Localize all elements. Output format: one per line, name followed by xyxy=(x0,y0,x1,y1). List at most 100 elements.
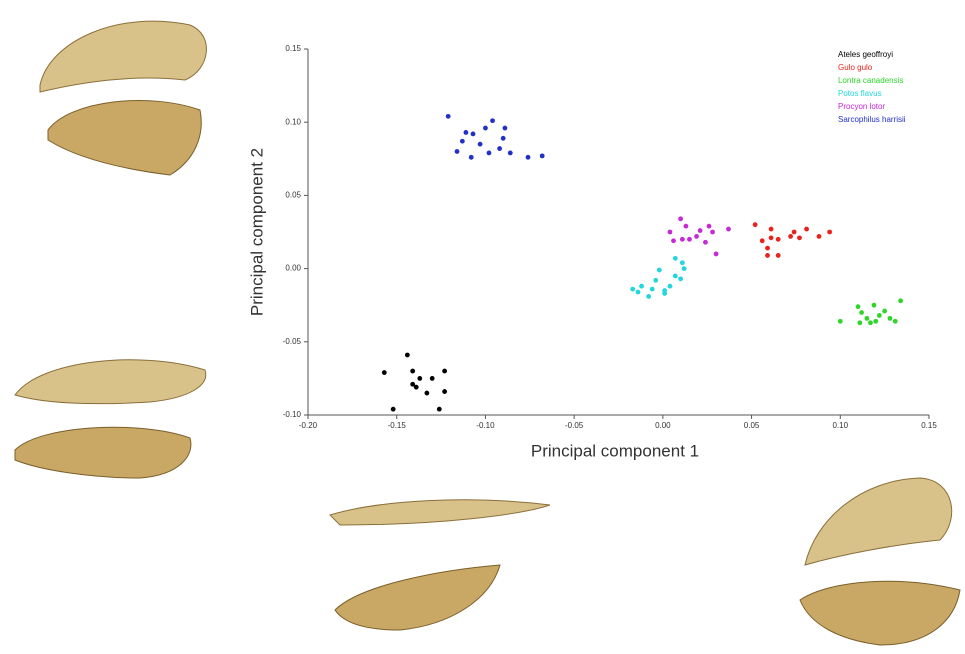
data-point xyxy=(804,227,809,232)
data-point xyxy=(636,290,641,295)
data-point xyxy=(788,234,793,239)
data-point xyxy=(888,316,893,321)
data-point xyxy=(503,126,508,131)
data-point xyxy=(410,369,415,374)
data-point xyxy=(673,274,678,279)
data-point xyxy=(490,118,495,123)
data-point xyxy=(471,132,476,137)
data-point xyxy=(668,284,673,289)
data-point xyxy=(501,136,506,141)
data-point xyxy=(442,369,447,374)
data-point xyxy=(769,235,774,240)
legend-entry: Potos flavus xyxy=(838,89,882,98)
data-point xyxy=(646,294,651,299)
legend-entry: Sarcophilus harrisii xyxy=(838,115,906,124)
data-point xyxy=(650,287,655,292)
data-point xyxy=(639,284,644,289)
data-point xyxy=(414,385,419,390)
legend-entry: Procyon lotor xyxy=(838,102,885,111)
skull-image xyxy=(48,100,201,175)
data-point xyxy=(707,224,712,229)
data-point xyxy=(430,376,435,381)
data-point xyxy=(483,126,488,131)
data-point xyxy=(753,222,758,227)
y-tick-label: -0.10 xyxy=(283,410,302,419)
x-tick-label: 0.05 xyxy=(744,421,760,430)
data-point xyxy=(437,407,442,412)
data-point xyxy=(668,230,673,235)
data-point xyxy=(684,224,689,229)
data-point xyxy=(680,260,685,265)
data-point xyxy=(678,216,683,221)
legend-entry: Gulo gulo xyxy=(838,63,873,72)
data-point xyxy=(662,288,667,293)
data-point xyxy=(391,407,396,412)
data-point xyxy=(776,253,781,258)
data-point xyxy=(442,389,447,394)
data-point xyxy=(872,303,877,308)
data-point xyxy=(673,256,678,261)
data-point xyxy=(460,139,465,144)
skull-image xyxy=(15,360,206,404)
data-point xyxy=(487,151,492,156)
data-point xyxy=(868,320,873,325)
x-tick-label: -0.20 xyxy=(299,421,318,430)
data-point xyxy=(776,237,781,242)
data-point xyxy=(630,287,635,292)
data-point xyxy=(526,155,531,160)
skull-images xyxy=(15,21,960,645)
x-tick-label: 0.00 xyxy=(655,421,671,430)
data-point xyxy=(687,237,692,242)
data-point xyxy=(898,298,903,303)
data-point xyxy=(710,230,715,235)
data-point xyxy=(726,227,731,232)
x-tick-label: -0.10 xyxy=(476,421,495,430)
data-point xyxy=(405,353,410,358)
data-point xyxy=(671,238,676,243)
skull-image xyxy=(335,565,500,630)
data-point xyxy=(859,310,864,315)
data-point xyxy=(765,253,770,258)
data-point xyxy=(760,238,765,243)
data-point xyxy=(703,240,708,245)
data-point xyxy=(682,266,687,271)
data-point xyxy=(478,142,483,147)
data-point xyxy=(508,151,513,156)
data-point xyxy=(797,235,802,240)
data-point xyxy=(657,268,662,273)
data-point xyxy=(694,234,699,239)
data-point xyxy=(455,149,460,154)
chart: Principal component 1 Principal componen… xyxy=(0,0,965,654)
data-point xyxy=(698,228,703,233)
x-tick-label: -0.15 xyxy=(388,421,407,430)
data-point xyxy=(817,234,822,239)
y-axis-label: Principal component 2 xyxy=(247,148,266,316)
y-tick-label: 0.00 xyxy=(285,264,301,273)
skull-image xyxy=(330,500,550,525)
skull-image xyxy=(800,581,960,645)
legend-entry: Lontra canadensis xyxy=(838,76,903,85)
data-point xyxy=(680,237,685,242)
legend-entry: Ateles geoffroyi xyxy=(838,50,893,59)
y-tick-label: -0.05 xyxy=(283,337,302,346)
skull-image xyxy=(805,478,952,565)
data-point xyxy=(540,153,545,158)
y-tick-label: 0.10 xyxy=(285,117,301,126)
data-point xyxy=(714,252,719,257)
data-point xyxy=(838,319,843,324)
data-point xyxy=(856,304,861,309)
data-point xyxy=(827,230,832,235)
data-point xyxy=(424,391,429,396)
data-point xyxy=(877,313,882,318)
data-point xyxy=(882,309,887,314)
data-point xyxy=(382,370,387,375)
data-point xyxy=(469,155,474,160)
data-point xyxy=(865,316,870,321)
x-tick-label: -0.05 xyxy=(565,421,584,430)
data-point xyxy=(653,278,658,283)
x-axis-label: Principal component 1 xyxy=(531,441,699,460)
data-point xyxy=(464,130,469,135)
data-point xyxy=(497,146,502,151)
y-tick-label: 0.15 xyxy=(285,44,301,53)
data-point xyxy=(792,230,797,235)
